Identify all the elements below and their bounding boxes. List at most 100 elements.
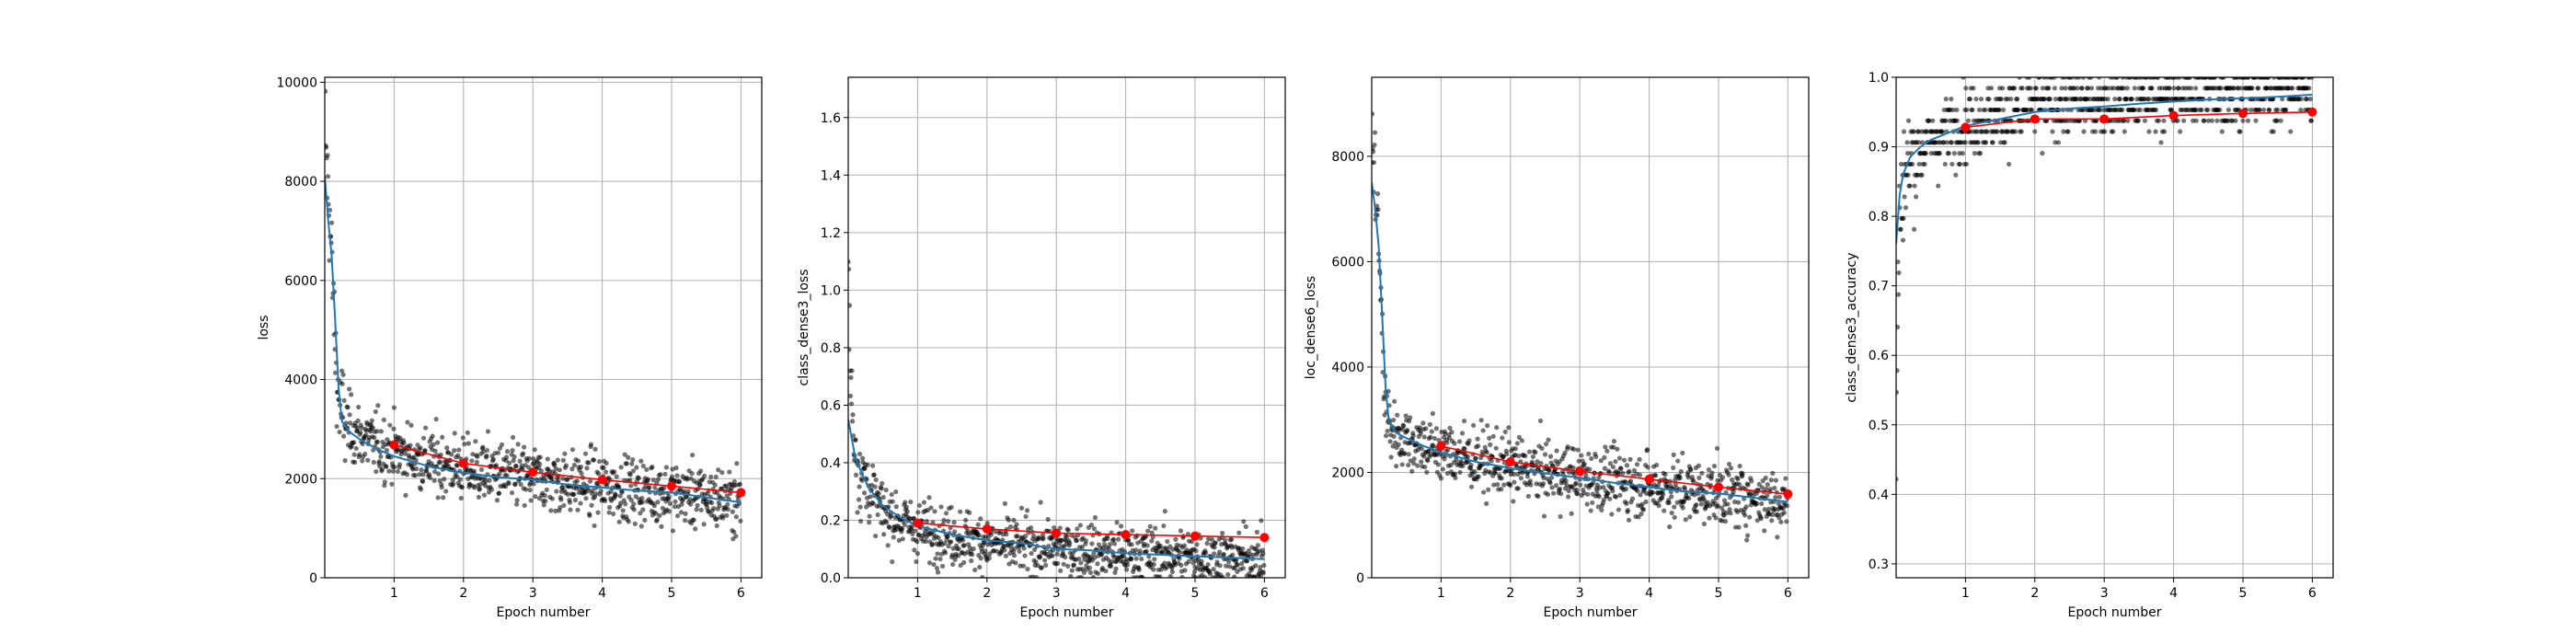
batch-point bbox=[506, 460, 512, 466]
batch-point bbox=[2155, 77, 2161, 80]
batch-point bbox=[1778, 519, 1784, 524]
batch-point bbox=[1939, 129, 1945, 134]
batch-point bbox=[2261, 107, 2267, 113]
batch-point bbox=[884, 520, 890, 525]
batch-point bbox=[389, 481, 395, 487]
batch-point bbox=[716, 467, 721, 473]
batch-point bbox=[1637, 456, 1642, 462]
batch-point bbox=[512, 481, 518, 488]
batch-point bbox=[1745, 533, 1751, 538]
batch-point bbox=[513, 463, 519, 469]
batch-point bbox=[1512, 479, 1517, 485]
batch-point bbox=[565, 477, 570, 482]
batch-point bbox=[2061, 129, 2066, 134]
batch-point bbox=[1769, 518, 1775, 523]
batch-point bbox=[1092, 555, 1098, 560]
batch-point bbox=[1998, 97, 2004, 102]
batch-point bbox=[1512, 446, 1518, 452]
batch-point bbox=[1731, 499, 1738, 505]
x-tick-label: 1 bbox=[390, 586, 398, 601]
batch-point bbox=[433, 417, 439, 422]
batch-point bbox=[1074, 537, 1079, 544]
batch-point bbox=[590, 488, 595, 493]
batch-point bbox=[1905, 118, 1912, 123]
batch-point bbox=[537, 461, 543, 467]
batch-point bbox=[379, 466, 385, 472]
batch-point bbox=[910, 531, 915, 536]
batch-point bbox=[450, 477, 455, 483]
batch-point bbox=[1900, 237, 1906, 243]
batch-point bbox=[2149, 86, 2155, 91]
batch-point bbox=[527, 488, 533, 493]
batch-point bbox=[1535, 493, 1541, 500]
batch-point bbox=[622, 452, 627, 457]
batch-point bbox=[1905, 172, 1911, 178]
plot-frame bbox=[324, 76, 763, 579]
y-tick-label: 6000 bbox=[284, 274, 317, 289]
batch-point bbox=[725, 507, 730, 512]
batch-point bbox=[1535, 459, 1540, 465]
batch-point bbox=[1766, 506, 1772, 512]
batch-point bbox=[1173, 536, 1179, 542]
batch-point bbox=[322, 56, 327, 61]
batch-point bbox=[1427, 421, 1432, 428]
batch-point bbox=[848, 401, 855, 407]
batch-point bbox=[1685, 475, 1691, 480]
batch-point bbox=[1232, 565, 1237, 570]
batch-point bbox=[347, 386, 352, 392]
batch-point bbox=[1144, 548, 1149, 554]
batch-point bbox=[963, 517, 969, 523]
batch-point bbox=[1098, 552, 1105, 558]
batch-point bbox=[549, 496, 555, 501]
batch-point bbox=[725, 501, 730, 507]
batch-point bbox=[469, 458, 475, 464]
x-tick-label: 4 bbox=[1121, 586, 1130, 601]
batch-point bbox=[2132, 107, 2137, 113]
batch-point bbox=[1105, 535, 1110, 542]
y-tick-label: 0.0 bbox=[821, 571, 841, 586]
batch-point bbox=[2214, 118, 2220, 123]
batch-point bbox=[1548, 475, 1555, 480]
batch-point bbox=[356, 404, 362, 410]
batch-point bbox=[857, 518, 864, 524]
batch-point bbox=[2275, 107, 2281, 113]
batch-point bbox=[876, 490, 881, 497]
batch-point bbox=[1967, 97, 1973, 102]
batch-point bbox=[932, 509, 937, 514]
batch-point bbox=[545, 456, 550, 462]
x-axis-label: Epoch number bbox=[1020, 605, 1114, 620]
batch-point bbox=[1773, 495, 1778, 500]
batch-point bbox=[1023, 513, 1029, 520]
batch-point bbox=[477, 486, 482, 491]
batch-point bbox=[1014, 522, 1019, 527]
batch-point bbox=[2194, 107, 2200, 113]
batch-point bbox=[504, 449, 511, 454]
batch-point bbox=[921, 500, 927, 505]
batch-point bbox=[1448, 462, 1454, 468]
batch-point bbox=[1671, 465, 1676, 470]
batch-point bbox=[724, 512, 730, 518]
batch-point bbox=[1578, 482, 1583, 488]
epoch-metric-point bbox=[389, 440, 399, 450]
x-tick-label: 6 bbox=[1784, 586, 1792, 601]
batch-point bbox=[1075, 526, 1080, 532]
batch-point bbox=[341, 397, 347, 403]
batch-point bbox=[2253, 118, 2259, 123]
batch-point bbox=[1645, 465, 1650, 470]
batch-point bbox=[1539, 445, 1545, 451]
batch-point bbox=[1558, 491, 1564, 497]
epoch-metric-point bbox=[1961, 122, 1971, 132]
batch-point bbox=[645, 477, 650, 482]
batch-point bbox=[1950, 107, 1956, 113]
batch-point bbox=[1613, 494, 1618, 500]
batch-point bbox=[861, 490, 868, 496]
batch-point bbox=[967, 545, 972, 550]
batch-point bbox=[2059, 86, 2064, 91]
batch-point bbox=[2274, 118, 2280, 123]
batch-point bbox=[2132, 86, 2137, 91]
batch-point bbox=[384, 447, 389, 454]
batch-point bbox=[1494, 425, 1500, 431]
batch-point bbox=[499, 442, 505, 447]
batch-point bbox=[572, 497, 579, 503]
batch-point bbox=[1115, 536, 1121, 542]
